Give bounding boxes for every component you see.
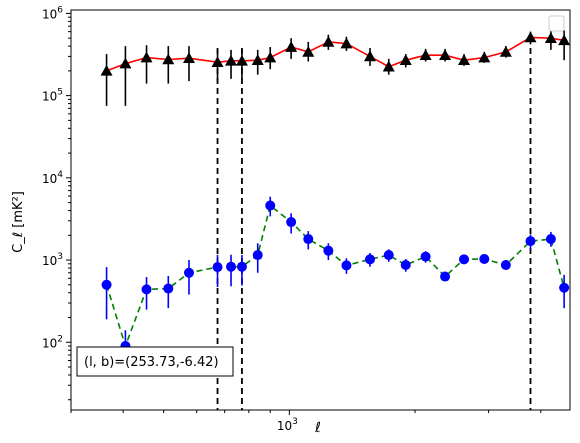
data-point bbox=[162, 53, 175, 65]
y-tick-label: 105 bbox=[42, 88, 63, 104]
data-point bbox=[183, 267, 194, 278]
series-1 bbox=[101, 196, 570, 371]
data-point bbox=[499, 45, 512, 57]
data-point bbox=[419, 49, 432, 61]
data-point bbox=[212, 262, 223, 273]
y-tick-label: 102 bbox=[42, 334, 63, 350]
data-point bbox=[226, 261, 237, 272]
series-line bbox=[105, 204, 565, 349]
data-point bbox=[459, 254, 470, 265]
data-point bbox=[479, 253, 490, 264]
data-point bbox=[119, 57, 132, 69]
data-point bbox=[302, 45, 315, 57]
series-0 bbox=[100, 28, 571, 106]
data-point bbox=[264, 51, 277, 63]
y-tick-label: 106 bbox=[42, 5, 63, 21]
data-point bbox=[340, 37, 353, 49]
axes-frame bbox=[70, 9, 571, 411]
data-point bbox=[399, 54, 412, 65]
y-tick-label: 104 bbox=[42, 170, 63, 186]
data-point bbox=[382, 60, 395, 72]
data-point bbox=[458, 54, 471, 65]
data-point bbox=[323, 245, 334, 256]
data-point bbox=[286, 217, 297, 228]
annotation-text: (l, b)=(253.73,-6.42) bbox=[84, 355, 219, 370]
data-point bbox=[163, 283, 174, 294]
data-point bbox=[500, 260, 511, 271]
data-point bbox=[225, 54, 238, 66]
data-point bbox=[559, 282, 570, 293]
data-point bbox=[363, 50, 376, 62]
data-point bbox=[182, 52, 195, 64]
data-point bbox=[440, 271, 451, 282]
data-point bbox=[525, 236, 536, 247]
data-point bbox=[341, 260, 352, 271]
data-point bbox=[236, 261, 247, 272]
data-point bbox=[141, 284, 152, 295]
y-tick-label: 103 bbox=[42, 252, 63, 268]
data-point bbox=[383, 250, 394, 261]
data-point bbox=[303, 234, 314, 245]
x-axis-label: ℓ bbox=[314, 420, 321, 436]
data-point bbox=[211, 56, 224, 67]
series-line bbox=[106, 36, 565, 72]
x-tick-label: 103 bbox=[277, 417, 298, 433]
y-axis-label: C_ℓ [mK²] bbox=[11, 191, 26, 253]
data-point bbox=[140, 51, 153, 63]
data-point bbox=[439, 49, 452, 61]
data-point bbox=[545, 234, 556, 245]
data-point bbox=[322, 35, 335, 47]
data-point bbox=[400, 260, 411, 271]
data-point bbox=[364, 254, 375, 265]
data-point bbox=[265, 200, 276, 211]
data-point bbox=[285, 41, 298, 52]
data-point bbox=[252, 250, 263, 261]
data-point bbox=[101, 279, 112, 290]
data-point bbox=[524, 31, 537, 43]
annotation-box: (l, b)=(253.73,-6.42) bbox=[76, 346, 234, 377]
data-point bbox=[100, 64, 113, 76]
data-point bbox=[544, 32, 557, 43]
data-point bbox=[251, 54, 264, 65]
data-point bbox=[420, 251, 431, 262]
data-point bbox=[478, 51, 491, 63]
legend-box bbox=[548, 15, 565, 32]
data-point bbox=[558, 34, 571, 46]
data-point bbox=[235, 54, 248, 66]
